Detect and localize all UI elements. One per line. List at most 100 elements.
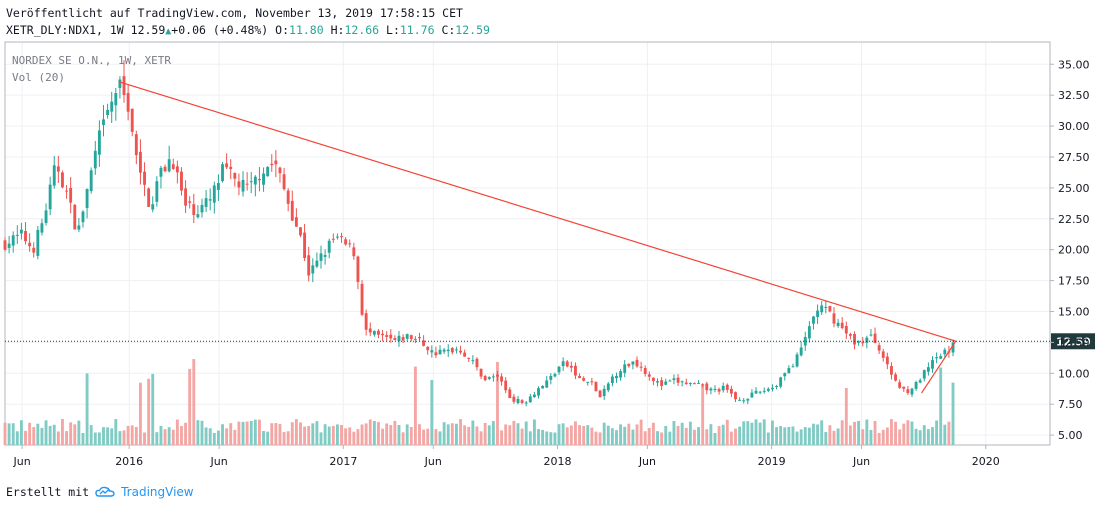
volume-bar <box>869 429 873 445</box>
candle-body <box>134 134 138 156</box>
price-tick-label: 32.50 <box>1058 89 1090 102</box>
volume-bar <box>931 427 934 445</box>
volume-bar <box>249 420 253 445</box>
candle-body <box>106 109 110 116</box>
volume-bar <box>360 424 364 445</box>
candle-body <box>426 346 430 351</box>
volume-bar <box>861 429 865 445</box>
volume-bar <box>270 423 274 445</box>
volume-bar <box>701 384 705 445</box>
candle-body <box>496 374 499 377</box>
candle-body <box>167 159 171 172</box>
candle-body <box>335 236 339 238</box>
volume-bar <box>647 428 651 445</box>
candle-body <box>114 93 118 106</box>
candle-body <box>155 181 159 202</box>
volume-bar <box>294 419 298 445</box>
volume-bar <box>664 425 668 445</box>
tradingview-brand[interactable]: TradingView <box>121 485 194 499</box>
volume-bar <box>126 425 130 445</box>
volume-bar <box>155 432 159 445</box>
candle-body <box>85 188 89 208</box>
volume-bar <box>844 387 848 445</box>
last-price-label: 12.59 <box>1056 335 1091 348</box>
volume-bar <box>799 429 803 445</box>
volume-bar <box>812 423 815 445</box>
volume-bar <box>138 382 142 445</box>
volume-bar <box>496 361 499 445</box>
candle-body <box>221 164 224 182</box>
volume-bar <box>754 419 758 445</box>
candle-body <box>877 345 881 351</box>
volume-bar <box>787 426 791 445</box>
volume-bar <box>81 432 85 445</box>
volume-bar <box>405 424 409 445</box>
candle-body <box>266 166 270 177</box>
volume-bar <box>935 420 939 445</box>
volume-bar <box>208 428 212 445</box>
candle-body <box>262 173 265 185</box>
volume-bar <box>385 423 389 445</box>
price-tick-label: 10.00 <box>1058 367 1090 380</box>
candle-body <box>729 388 733 394</box>
price-chart[interactable]: NORDEX SE O.N., 1W, XETR Vol (20) 12.59 … <box>0 40 1100 480</box>
candle-body <box>19 229 23 234</box>
volume-bar <box>212 432 216 445</box>
candle-body <box>828 305 832 312</box>
candle-body <box>65 190 68 192</box>
price-tick-label: 25.00 <box>1058 182 1090 195</box>
volume-bar <box>894 421 897 445</box>
candle-body <box>389 334 393 339</box>
volume-bar <box>69 422 73 445</box>
candle-body <box>873 333 877 344</box>
price-tick-label: 12.50 <box>1058 336 1090 349</box>
price-tick-label: 7.50 <box>1058 398 1083 411</box>
volume-bar <box>619 424 623 445</box>
candle-body <box>245 183 249 185</box>
candle-body <box>906 389 910 394</box>
volume-bar <box>110 428 114 445</box>
volume-bar <box>627 423 631 445</box>
candle-body <box>713 389 717 391</box>
volume-bar <box>327 426 331 445</box>
candle-body <box>750 392 754 398</box>
volume-bar <box>500 430 504 445</box>
candle-body <box>459 350 462 353</box>
trendlines[interactable] <box>118 80 957 394</box>
candle-body <box>771 387 774 390</box>
candle-body <box>664 381 668 385</box>
candle-body <box>409 335 413 340</box>
candle-body <box>241 179 245 192</box>
candle-body <box>598 390 602 398</box>
volume-bar <box>947 421 951 445</box>
candle-body <box>779 377 783 387</box>
volume-bar <box>582 426 586 445</box>
candle-body <box>315 260 319 267</box>
volume-bar <box>623 426 627 445</box>
price-tick-label: 30.00 <box>1058 120 1090 133</box>
up-triangle-icon: ▲ <box>165 26 172 37</box>
candle-body <box>569 365 573 368</box>
volume-bar <box>114 419 118 445</box>
volume-bar <box>377 422 380 445</box>
price-axis[interactable]: 35.00 32.50 30.00 27.50 25.00 22.50 20.00 17.50… <box>1050 58 1090 442</box>
price-tick-label: 17.50 <box>1058 275 1090 288</box>
candle-body <box>688 382 692 384</box>
candle-body <box>709 388 713 391</box>
volume-bar <box>446 424 450 445</box>
candles <box>3 60 955 407</box>
volume-bar <box>262 431 265 445</box>
candle-body <box>258 178 261 181</box>
candle-body <box>249 181 253 183</box>
volume-bar <box>828 425 832 445</box>
volume-bar <box>65 431 68 445</box>
candle-body <box>844 325 848 334</box>
volume-bar <box>590 427 594 445</box>
candle-body <box>943 349 947 355</box>
candle-body <box>434 352 438 356</box>
time-axis[interactable]: Jun 2016 Jun 2017 Jun 2018 Jun 2019 Jun 2020 <box>13 445 1000 468</box>
volume-bar <box>520 428 524 445</box>
candle-body <box>541 386 545 389</box>
volume-bar <box>721 424 725 445</box>
candle-body <box>11 235 15 246</box>
